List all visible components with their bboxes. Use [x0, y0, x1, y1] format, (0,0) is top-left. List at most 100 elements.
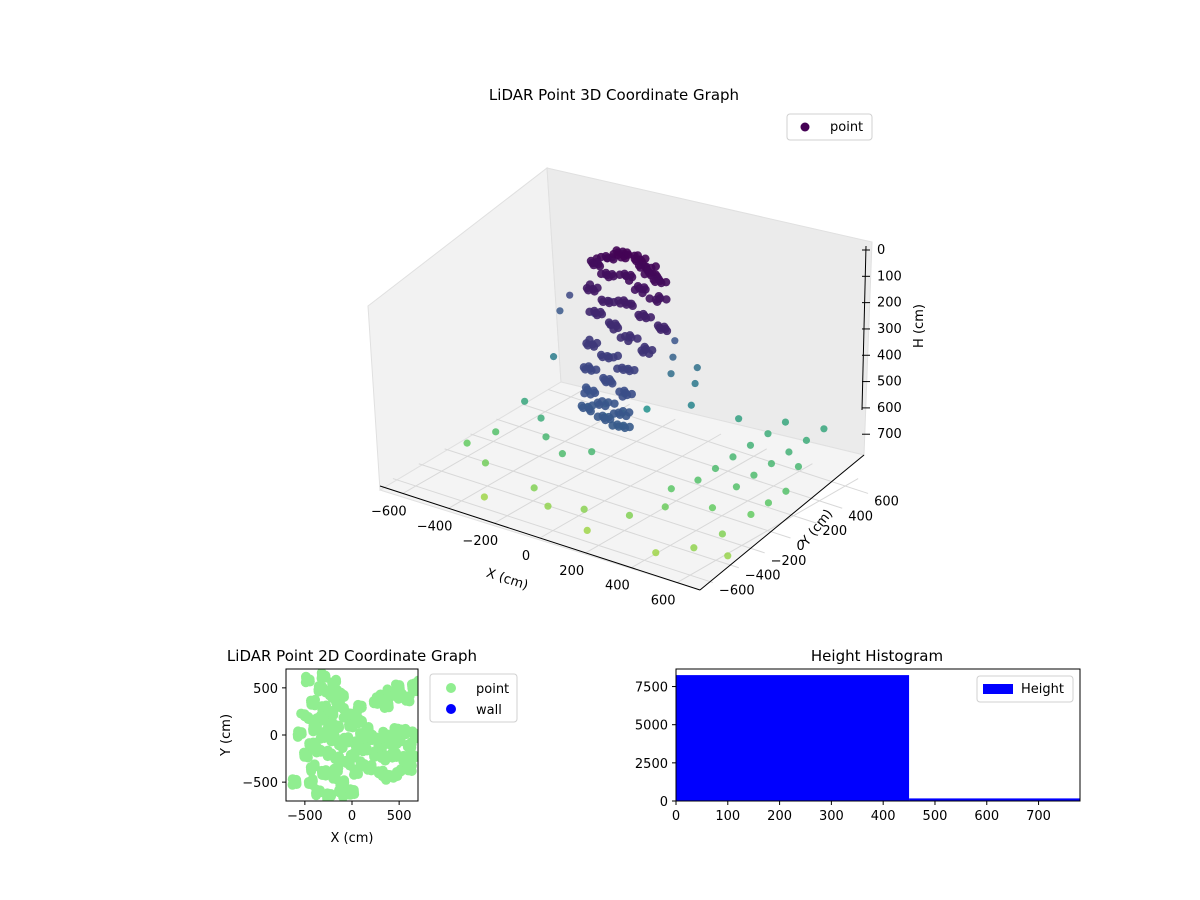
- point-3d: [690, 544, 698, 552]
- point-3d: [694, 476, 702, 484]
- point-3d: [549, 353, 558, 361]
- x-axis-label-2d: X (cm): [331, 831, 374, 846]
- point-3d: [667, 370, 675, 378]
- point-2d: [392, 771, 403, 782]
- point-3d: [794, 462, 803, 471]
- legend-3d-label: point: [830, 120, 863, 135]
- y-tick-label-2d: −500: [242, 776, 278, 791]
- point-3d: [590, 388, 600, 398]
- point-3d: [521, 397, 529, 405]
- x-axis-label-3d: X (cm): [484, 566, 530, 594]
- z-tick-label-3d: 200: [877, 296, 902, 311]
- point-3d: [566, 291, 574, 299]
- point-3d: [640, 269, 649, 279]
- point-3d: [750, 471, 758, 479]
- y-tick-label-hist: 0: [660, 795, 668, 810]
- point-3d: [613, 250, 623, 260]
- grid-line-y: [496, 418, 817, 524]
- point-3d: [641, 254, 650, 263]
- legend-2d-point-marker: [446, 683, 456, 693]
- point-2d: [349, 749, 360, 760]
- x-tick-label-hist: 400: [871, 809, 896, 824]
- point-2d: [339, 777, 350, 788]
- x-axis-line: [379, 485, 701, 591]
- point-2d: [327, 681, 338, 692]
- z-axis-label-3d: H (cm): [912, 304, 927, 348]
- y-tick-label-3d: 400: [848, 509, 873, 524]
- point-3d: [583, 526, 591, 534]
- chart-2d-title: LiDAR Point 2D Coordinate Graph: [227, 647, 477, 665]
- point-2d: [307, 776, 318, 787]
- point-2d: [381, 769, 392, 780]
- point-2d: [311, 784, 322, 795]
- point-2d: [299, 751, 310, 762]
- chart-3d-title: LiDAR Point 3D Coordinate Graph: [489, 86, 739, 104]
- point-3d: [480, 493, 488, 501]
- point-3d: [613, 364, 622, 373]
- point-3d: [651, 262, 660, 271]
- point-3d: [588, 448, 596, 456]
- legend-hist-label: Height: [1021, 682, 1064, 697]
- chart-3d: LiDAR Point 3D Coordinate Graph −600 −600…: [367, 86, 927, 609]
- y-axis-line: [699, 454, 865, 591]
- ticks-2d: −500 −500 0 0 500 500: [242, 682, 411, 824]
- point-3d: [613, 351, 623, 361]
- legend-2d: point wall: [429, 673, 518, 723]
- points-3d: [463, 246, 828, 560]
- point-2d: [394, 684, 405, 695]
- grid-line-x: [631, 463, 813, 569]
- point-2d: [325, 724, 336, 735]
- y-tick-label-3d: 600: [874, 494, 899, 509]
- point-3d: [671, 337, 679, 345]
- point-3d: [585, 280, 595, 289]
- legend-2d-wall-marker: [446, 704, 456, 714]
- point-3d: [580, 505, 588, 513]
- point-2d: [349, 789, 360, 800]
- point-3d: [735, 415, 743, 423]
- point-3d: [767, 459, 776, 468]
- point-3d: [708, 504, 717, 512]
- point-3d: [556, 307, 564, 315]
- point-3d: [585, 307, 594, 317]
- point-3d: [592, 338, 602, 348]
- hist-bar: [909, 798, 1080, 801]
- x-tick-label-3d: −200: [462, 534, 498, 549]
- point-3d: [578, 403, 588, 413]
- y-tick-label-3d: −400: [745, 569, 781, 584]
- z-tick-label-3d: 300: [877, 322, 902, 337]
- point-2d: [405, 749, 416, 760]
- point-3d: [596, 269, 606, 279]
- y-tick-label-2d: 500: [253, 682, 278, 697]
- point-3d: [544, 502, 552, 510]
- legend-hist-box: [976, 675, 1074, 703]
- x-tick-label-2d: −500: [287, 809, 323, 824]
- histogram-title: Height Histogram: [811, 647, 943, 665]
- point-3d: [593, 412, 603, 421]
- point-3d: [732, 483, 741, 491]
- grid-line-x: [676, 478, 859, 584]
- x-tick-label-3d: 200: [559, 564, 584, 579]
- point-3d: [618, 407, 628, 416]
- point-3d: [782, 487, 790, 495]
- x-tick-label-3d: 600: [651, 594, 676, 609]
- legend-3d-box: [786, 113, 873, 141]
- point-2d: [293, 726, 304, 737]
- point-2d: [306, 699, 317, 710]
- x-tick-label-hist: 300: [819, 809, 844, 824]
- point-2d: [308, 737, 319, 748]
- z-tick-label-3d: 700: [877, 427, 902, 442]
- point-3d: [656, 325, 666, 334]
- legend-3d-marker: [800, 122, 810, 132]
- legend-hist: Height: [976, 675, 1074, 703]
- z-tick-label-3d: 600: [877, 401, 902, 416]
- point-3d: [711, 464, 720, 473]
- chart-2d: LiDAR Point 2D Coordinate Graph −500 −500…: [219, 647, 518, 846]
- point-3d: [687, 401, 695, 409]
- x-tick-label-hist: 100: [715, 809, 740, 824]
- point-3d: [558, 450, 566, 458]
- point-2d: [316, 669, 327, 680]
- point-3d: [601, 415, 610, 425]
- point-2d: [322, 788, 333, 799]
- point-3d: [785, 448, 793, 456]
- x-tick-label-2d: 0: [348, 809, 356, 824]
